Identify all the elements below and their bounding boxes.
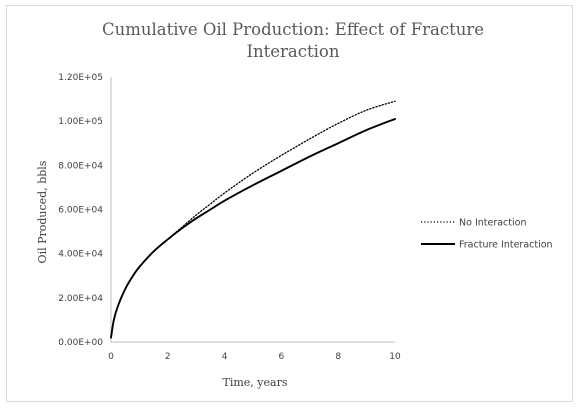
y-tick-label: 1.20E+05 (58, 73, 103, 83)
y-axis-title: Oil Produced, bbls (36, 160, 49, 263)
y-tick-label: 8.00E+04 (58, 161, 103, 171)
series-line-fracture-interaction (110, 118, 396, 339)
axes: 0.00E+00 2.00E+04 4.00E+04 6.00E+04 8.00E+04… (58, 73, 401, 362)
x-tick-label: 8 (335, 352, 341, 362)
x-tick-label: 0 (108, 352, 114, 362)
x-axis-title: Time, years (223, 376, 288, 389)
x-tick-label: 6 (279, 352, 285, 362)
legend-label: No Interaction (459, 218, 526, 229)
y-tick-label: 1.00E+05 (58, 117, 103, 127)
y-tick-label: 2.00E+04 (58, 294, 103, 304)
y-tick-label: 6.00E+04 (58, 206, 103, 216)
y-tick-label: 0.00E+00 (58, 338, 103, 348)
chart-title-line1: Cumulative Oil Production: Effect of Fra… (102, 20, 484, 39)
chart-frame (6, 5, 573, 402)
x-tick-label: 10 (389, 352, 401, 362)
legend: No Interaction Fracture Interaction (421, 218, 553, 251)
chart-title-line2: Interaction (247, 42, 340, 61)
x-tick-label: 2 (165, 352, 171, 362)
legend-label: Fracture Interaction (459, 240, 553, 251)
x-tick-label: 4 (222, 352, 228, 362)
series-group (110, 100, 396, 339)
y-tick-label: 4.00E+04 (58, 250, 103, 260)
